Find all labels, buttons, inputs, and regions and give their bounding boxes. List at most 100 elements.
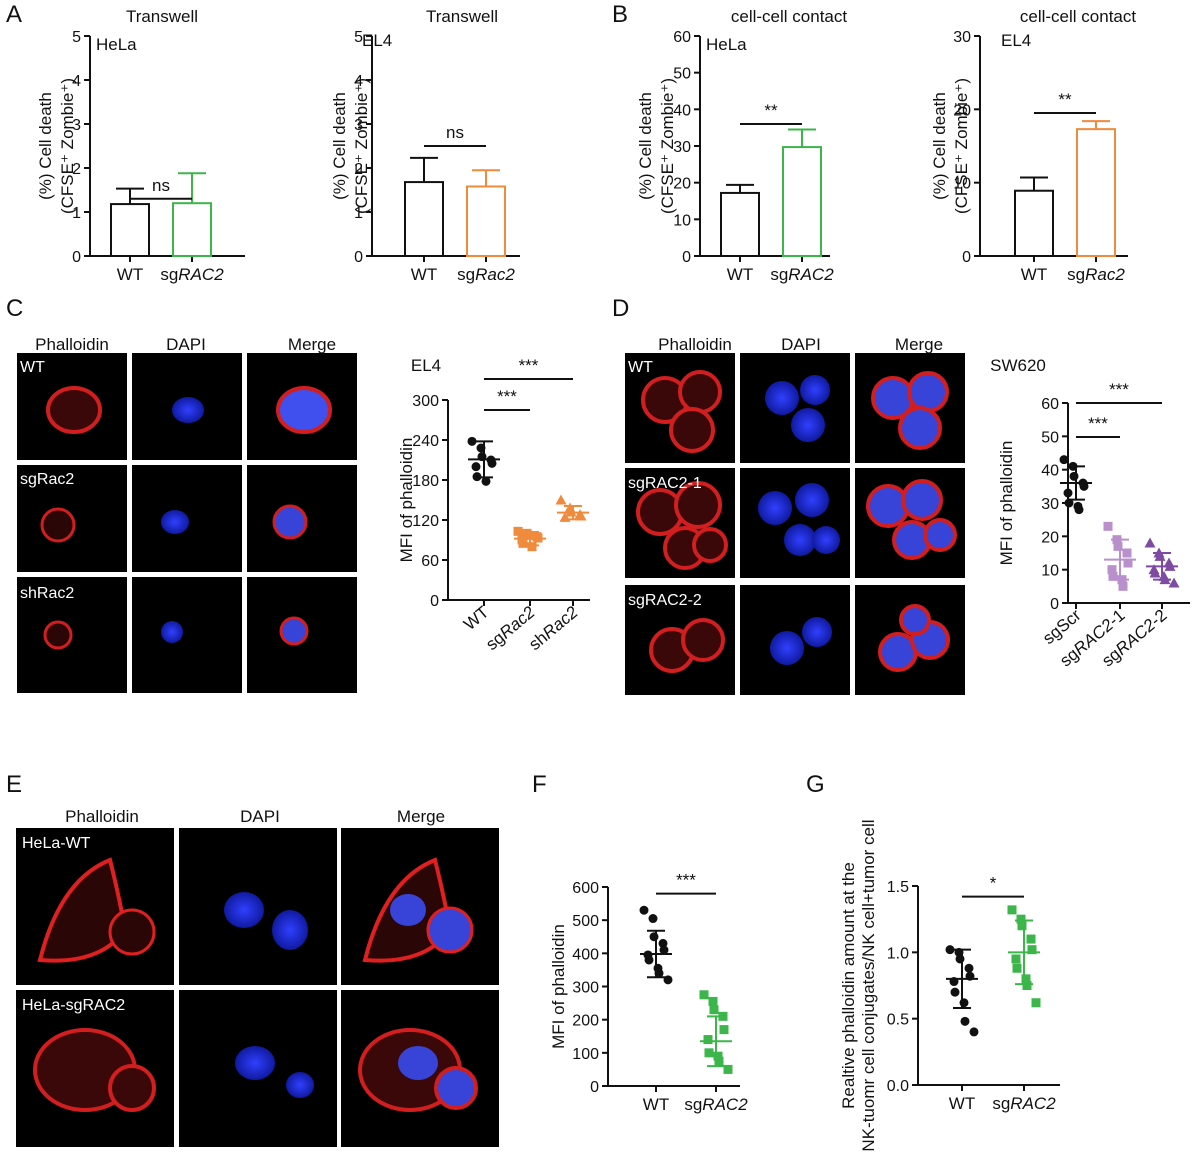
data-point: [960, 1016, 970, 1026]
panel-letter-f: F: [532, 771, 547, 798]
micrograph-column-label: Phalloidin: [65, 807, 139, 826]
data-point: [1021, 974, 1031, 984]
y-axis-label: (%) Cell death: [36, 92, 55, 200]
significance-label: ***: [519, 356, 539, 375]
phalloidin-cluster: [636, 481, 728, 570]
inset-label: HeLa: [96, 35, 137, 54]
category-label: WT: [949, 1094, 975, 1113]
y-tick-label: 0.5: [887, 1012, 909, 1029]
micrograph-column-label: Phalloidin: [35, 335, 109, 354]
significance-label: ***: [676, 871, 696, 890]
significance-label: ***: [497, 387, 517, 406]
y-tick-label: 4: [72, 73, 81, 90]
category-label: sgRAC2: [160, 265, 224, 284]
data-point: [1007, 905, 1017, 915]
panel-letter-a: A: [6, 1, 22, 28]
dapi-nucleus: [161, 510, 189, 534]
data-point: [1074, 505, 1084, 515]
data-point: [1031, 998, 1041, 1008]
micrograph-image: [740, 468, 850, 578]
y-tick-label: 0: [72, 249, 81, 266]
data-point: [523, 530, 533, 540]
data-point: [1123, 558, 1133, 568]
bar: [404, 181, 444, 257]
data-point: [714, 1056, 724, 1066]
data-point: [1026, 934, 1036, 944]
y-axis-label: (CFSE⁺ Zombie⁺): [952, 78, 971, 214]
dapi-nucleus: [286, 1072, 314, 1098]
data-point: [1144, 537, 1156, 548]
panel-letter-g: G: [806, 771, 825, 798]
data-point: [471, 462, 481, 472]
y-tick-label: 500: [572, 913, 599, 930]
y-axis-label: (CFSE⁺ Zombie⁺): [352, 78, 371, 214]
data-point: [639, 905, 649, 915]
y-tick-label: 120: [412, 513, 439, 530]
y-tick-label: 600: [572, 880, 599, 897]
chart-title: cell-cell contact: [731, 7, 847, 26]
data-point: [1149, 567, 1161, 578]
chart-g: 0.0 0.5 1.0 1.5 WT sgRAC2 Realtive phalloidin …: [839, 819, 1060, 1152]
y-axis-label: Realtive phalloidin amount at the: [839, 862, 858, 1109]
data-point: [1059, 455, 1069, 465]
merge-cluster: [871, 371, 949, 450]
micrograph-column-label: Merge: [288, 335, 336, 354]
y-tick-label: 20: [673, 176, 691, 193]
y-tick-label: 180: [412, 473, 439, 490]
data-point: [719, 1025, 729, 1035]
significance-label: **: [764, 101, 778, 120]
merge-cell: [426, 906, 474, 954]
inset-label: EL4: [1001, 31, 1031, 50]
merge-nucleus: [398, 1046, 438, 1080]
data-point: [658, 938, 668, 948]
y-tick-label: 1: [72, 205, 81, 222]
data-point: [513, 526, 523, 536]
category-label: WT: [460, 603, 492, 635]
data-point: [659, 945, 669, 955]
phalloidin-cell: [108, 908, 156, 956]
bar: [720, 191, 760, 257]
micrograph-image: [132, 577, 242, 693]
data-point: [555, 494, 567, 505]
data-point: [703, 1035, 713, 1045]
panel-letter-d: D: [612, 295, 629, 322]
phalloidin-cell: [37, 857, 128, 963]
data-point: [1168, 577, 1180, 588]
y-tick-label: 300: [412, 393, 439, 410]
chart-title: cell-cell contact: [1020, 7, 1136, 26]
micrograph-panel-d: Phalloidin DAPI Merge WT sgRAC2-1: [625, 335, 965, 695]
y-tick-label: 5: [354, 29, 363, 46]
y-tick-label: 20: [1041, 529, 1059, 546]
category-label: WT: [727, 265, 753, 284]
significance-label: **: [1058, 90, 1072, 109]
category-label: WT: [117, 265, 143, 284]
y-tick-label: 3: [72, 117, 81, 134]
y-tick-label: 4: [354, 73, 363, 90]
micrograph-row-label: WT: [628, 359, 653, 376]
category-label: WT: [1021, 265, 1047, 284]
panel-letter-b: B: [612, 1, 628, 28]
y-axis-label: (%) Cell death: [330, 92, 349, 200]
micrograph-column-label: DAPI: [781, 335, 821, 354]
data-point: [1064, 498, 1074, 508]
chart-d: SW6200102030405060sgScrsgRAC2-1sgRAC2-2M…: [990, 356, 1190, 670]
data-point: [1103, 521, 1113, 531]
micrograph-column-label: Phalloidin: [658, 335, 732, 354]
y-tick-label: 100: [572, 1046, 599, 1063]
data-point: [1063, 488, 1073, 498]
merge-cell: [279, 616, 309, 646]
data-point: [1022, 981, 1032, 990]
data-point: [955, 954, 965, 964]
y-axis-label: (%) Cell death: [930, 92, 949, 200]
y-tick-label: 40: [673, 102, 691, 119]
micrograph-row-label: sgRAC2-1: [628, 475, 702, 492]
data-point: [467, 436, 477, 446]
y-tick-label: 0: [354, 249, 363, 266]
category-label: sgRAC2: [992, 1094, 1056, 1113]
y-tick-label: 10: [673, 212, 691, 229]
data-point: [1016, 914, 1026, 924]
micrograph-column-label: DAPI: [240, 807, 280, 826]
micrograph-panel-e: Phalloidin DAPI Merge HeLa-WT HeLa-sgRAC…: [16, 807, 499, 1147]
data-point: [481, 476, 491, 486]
data-point: [1012, 963, 1022, 973]
